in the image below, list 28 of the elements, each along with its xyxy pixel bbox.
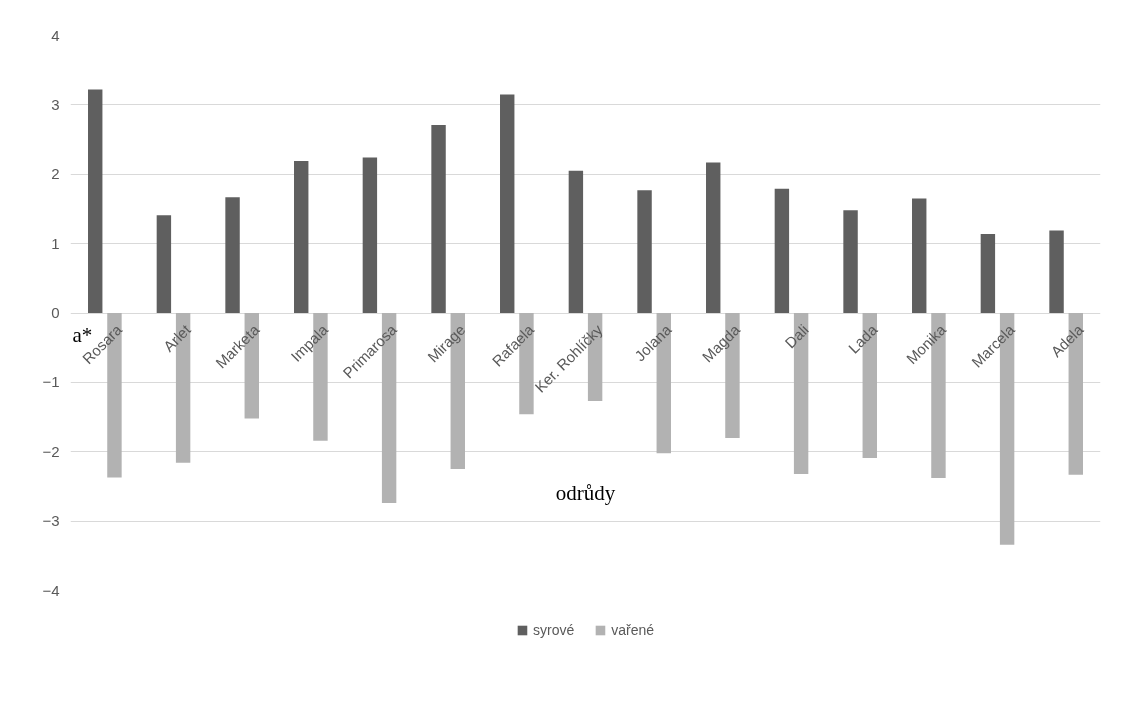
bar: [294, 161, 309, 313]
bar: [843, 210, 858, 313]
x-axis-title: odrůdy: [555, 481, 616, 506]
bar: [362, 157, 378, 313]
y-tick-label: 2: [51, 165, 60, 183]
legend-label: syrové: [532, 622, 575, 638]
bar: [431, 124, 446, 313]
y-tick-label: 1: [51, 234, 60, 252]
y-tick-label: −3: [42, 512, 60, 530]
bar: [1049, 230, 1064, 313]
bar: [156, 215, 172, 313]
bar: [912, 198, 927, 313]
bar: [980, 233, 996, 313]
y-tick-label: −1: [42, 373, 60, 391]
y-tick-label: −2: [42, 442, 60, 460]
bar: [568, 170, 584, 313]
bar: [88, 89, 103, 313]
bar: [774, 188, 790, 313]
y-tick-label: 4: [51, 26, 60, 44]
bar: [706, 162, 721, 313]
bar: [500, 94, 515, 313]
y-tick-label: 0: [51, 304, 60, 321]
x-tick-label: Dali: [781, 321, 812, 352]
y-tick-label: −4: [42, 581, 60, 599]
bar: [637, 190, 652, 313]
legend-label: vařené: [611, 622, 655, 638]
y-tick-label: 3: [51, 95, 60, 113]
bar: [225, 197, 240, 313]
